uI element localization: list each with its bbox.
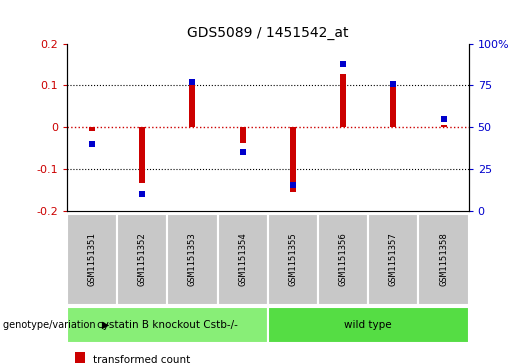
Bar (418, 214, 469, 305)
Bar (340, 74, 346, 127)
Text: GSM1151357: GSM1151357 (389, 233, 398, 286)
Bar (239, 127, 246, 143)
Text: GSM1151354: GSM1151354 (238, 233, 247, 286)
Text: GSM1151358: GSM1151358 (439, 233, 448, 286)
Bar (75, 352, 84, 363)
Bar (268, 214, 318, 305)
Text: GSM1151352: GSM1151352 (138, 233, 147, 286)
Text: GSM1151355: GSM1151355 (288, 233, 297, 286)
Bar (117, 214, 167, 305)
Bar (67, 214, 117, 305)
Bar (139, 127, 145, 183)
Bar (89, 127, 95, 131)
Text: GSM1151356: GSM1151356 (339, 233, 348, 286)
Text: genotype/variation  ▶: genotype/variation ▶ (3, 320, 109, 330)
Bar (190, 83, 196, 127)
Bar (390, 83, 397, 127)
Text: wild type: wild type (345, 320, 392, 330)
Bar (167, 214, 217, 305)
Bar (67, 307, 268, 343)
Bar (440, 125, 447, 127)
Text: cystatin B knockout Cstb-/-: cystatin B knockout Cstb-/- (97, 320, 238, 330)
Bar (290, 127, 296, 192)
Bar (268, 307, 469, 343)
Bar (368, 214, 418, 305)
Bar (318, 214, 368, 305)
Text: GSM1151353: GSM1151353 (188, 233, 197, 286)
Title: GDS5089 / 1451542_at: GDS5089 / 1451542_at (187, 26, 349, 40)
Text: GSM1151351: GSM1151351 (88, 233, 96, 286)
Bar (218, 214, 268, 305)
Text: transformed count: transformed count (93, 355, 190, 363)
